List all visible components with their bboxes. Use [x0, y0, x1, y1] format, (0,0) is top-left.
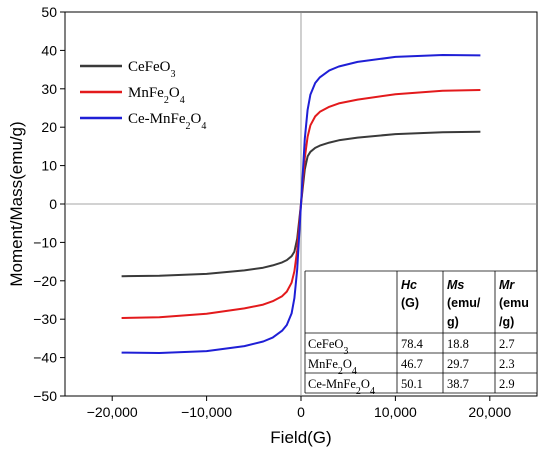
series-lines [121, 54, 481, 354]
y-tick-label: −30 [33, 311, 57, 327]
table-header-unit-cont: g) [447, 315, 459, 329]
y-tick-label: 40 [41, 42, 57, 58]
x-tick-label: 0 [297, 404, 305, 420]
series-line-3 [121, 54, 481, 354]
y-tick-label: −10 [33, 234, 57, 250]
y-axis-title: Moment/Mass(emu/g) [7, 121, 26, 286]
table-header-symbol: Ms [447, 278, 464, 292]
x-tick-label: 10,000 [374, 404, 417, 420]
table-header-unit-cont: /g) [499, 315, 514, 329]
y-tick-label: −50 [33, 388, 57, 404]
table-cell-value: 50.1 [401, 377, 423, 391]
table-cell-value: 46.7 [401, 357, 423, 371]
table-header-symbol: Mr [499, 278, 515, 292]
table-header-unit: (emu [499, 296, 529, 310]
x-tick-label: −10,000 [181, 404, 232, 420]
table-cell-value: 29.7 [447, 357, 469, 371]
table-row-label: MnFe2O4 [308, 357, 357, 377]
legend-label: Ce-MnFe2O4 [128, 111, 206, 132]
y-tick-label: 30 [41, 81, 57, 97]
legend-label: CeFeO3 [128, 59, 176, 80]
legend: CeFeO3 MnFe2O4 Ce-MnFe2O4 [80, 59, 206, 132]
parameter-table: Hc (G) Ms (emu/g) Mr (emu/g) CeFeO3 78.4 18.8 2.7… [304, 270, 538, 397]
table-row-label: Ce-MnFe2O4 [308, 377, 375, 397]
table-cell-value: 78.4 [401, 337, 424, 351]
table-cell-value: 2.9 [499, 377, 515, 391]
x-tick-label: 20,000 [468, 404, 511, 420]
axis-ticks: −50 −40 −30 −20 −10 0 10 20 30 40 50 −20,000 −10,000… [33, 4, 511, 420]
y-tick-label: −20 [33, 273, 57, 289]
x-tick-label: −20,000 [87, 404, 138, 420]
y-tick-label: 10 [41, 158, 57, 174]
table-cell-value: 2.7 [499, 337, 515, 351]
y-tick-label: −40 [33, 350, 57, 366]
table-cell-value: 2.3 [499, 357, 515, 371]
y-tick-label: 0 [49, 196, 57, 212]
legend-label: MnFe2O4 [128, 85, 185, 106]
y-tick-label: 20 [41, 119, 57, 135]
x-axis-title: Field(G) [270, 428, 331, 447]
table-header-symbol: Hc [401, 278, 417, 292]
table-header-unit: (G) [401, 296, 419, 310]
y-tick-label: 50 [41, 4, 57, 20]
table-row-label: CeFeO3 [308, 337, 348, 357]
table-cell-value: 38.7 [447, 377, 469, 391]
table-header-unit: (emu/ [447, 296, 481, 310]
table-cell-value: 18.8 [447, 337, 469, 351]
